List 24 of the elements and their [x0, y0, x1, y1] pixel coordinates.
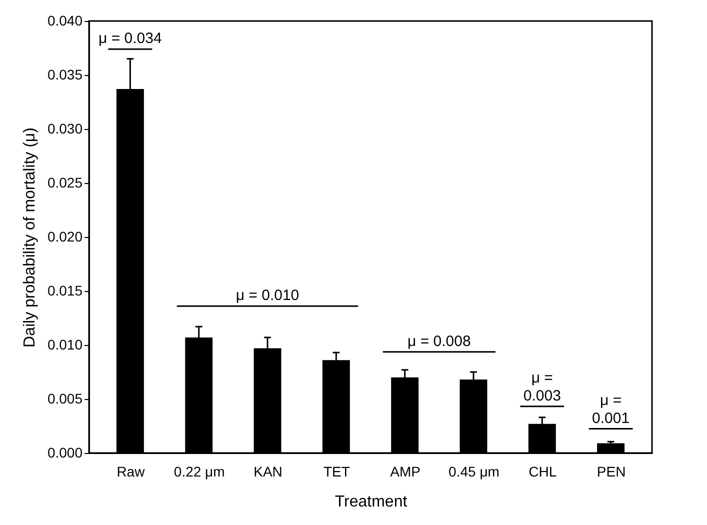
- x-tick-label: KAN: [254, 464, 282, 480]
- y-tick-label: 0.000: [47, 444, 83, 460]
- x-tick-label: CHL: [528, 464, 557, 480]
- annotation: μ = 0.003: [523, 369, 561, 404]
- x-axis-title: Treatment: [334, 494, 408, 510]
- y-axis-title: Daily probability of mortality (μ): [21, 128, 38, 348]
- y-tick-label: 0.010: [47, 336, 83, 352]
- y-tick-label: 0.040: [47, 12, 83, 28]
- x-tick-label: AMP: [390, 464, 420, 480]
- x-tick-label: 0.22 μm: [174, 464, 225, 480]
- x-tick-label: PEN: [596, 464, 626, 480]
- annotation: μ = 0.010: [236, 287, 300, 304]
- x-tick-label: TET: [323, 464, 350, 480]
- annotation: μ = 0.008: [408, 332, 471, 350]
- y-tick-label: 0.020: [47, 228, 83, 244]
- y-tick-label: 0.025: [47, 174, 83, 190]
- y-tick-label: 0.015: [47, 282, 83, 298]
- y-tick-label: 0.035: [47, 66, 83, 82]
- x-tick-label: 0.45 μm: [448, 464, 500, 480]
- x-tick-label: Raw: [116, 464, 146, 480]
- y-tick-label: 0.030: [47, 120, 83, 136]
- y-tick-label: 0.005: [47, 390, 83, 406]
- annotation: μ = 0.034: [98, 30, 162, 48]
- annotation: μ = 0.001: [592, 392, 630, 427]
